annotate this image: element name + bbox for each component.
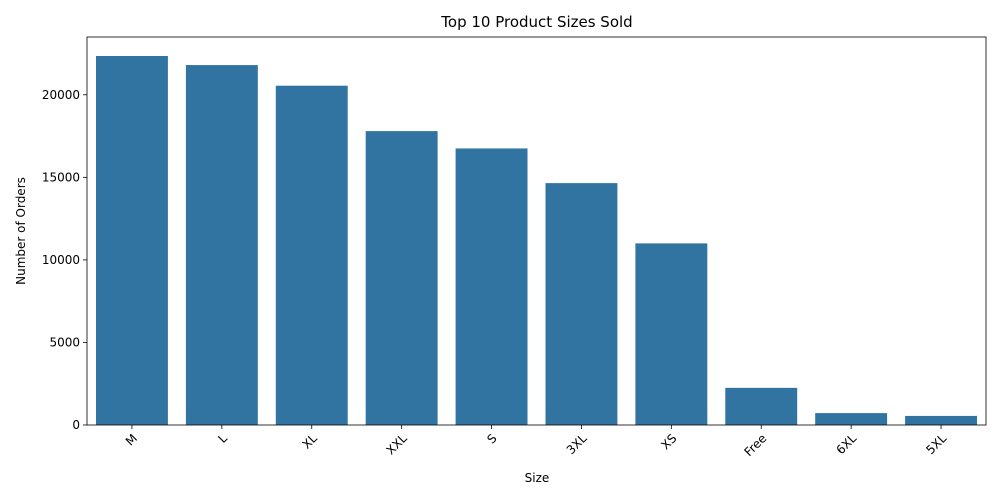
x-tick-label: 5XL <box>923 431 949 457</box>
x-tick-label: 6XL <box>833 431 859 457</box>
plot-frame <box>86 36 987 426</box>
bar-6xl <box>815 413 888 425</box>
y-tick-label: 15000 <box>42 170 80 184</box>
x-tick-label: S <box>484 431 499 446</box>
bar-xs <box>635 243 708 425</box>
x-tick-label: M <box>123 431 140 448</box>
y-axis-label: Number of Orders <box>14 177 28 285</box>
x-tick-label: XS <box>658 431 679 452</box>
bar-xxl <box>365 131 438 426</box>
y-tick-label: 0 <box>72 418 80 432</box>
bar-5xl <box>905 415 978 425</box>
x-tick-label: Free <box>741 431 769 459</box>
x-tick-label: L <box>215 431 230 446</box>
x-tick-label: XL <box>299 431 320 452</box>
axes-layer <box>86 36 987 426</box>
bar-3xl <box>545 183 618 425</box>
bar-xl <box>275 85 348 426</box>
chart-title: Top 10 Product Sizes Sold <box>440 13 632 31</box>
y-tick-label: 10000 <box>42 253 80 267</box>
bar-free <box>725 387 798 425</box>
bar-s <box>455 148 528 425</box>
x-axis-label: Size <box>525 471 550 485</box>
x-tick-label: XXL <box>384 431 410 457</box>
x-tick-label: 3XL <box>564 431 590 457</box>
bar-l <box>185 65 258 425</box>
y-tick-label: 20000 <box>42 88 80 102</box>
bar-m <box>95 55 168 426</box>
bars-layer <box>95 55 978 426</box>
y-tick-label: 5000 <box>49 335 80 349</box>
